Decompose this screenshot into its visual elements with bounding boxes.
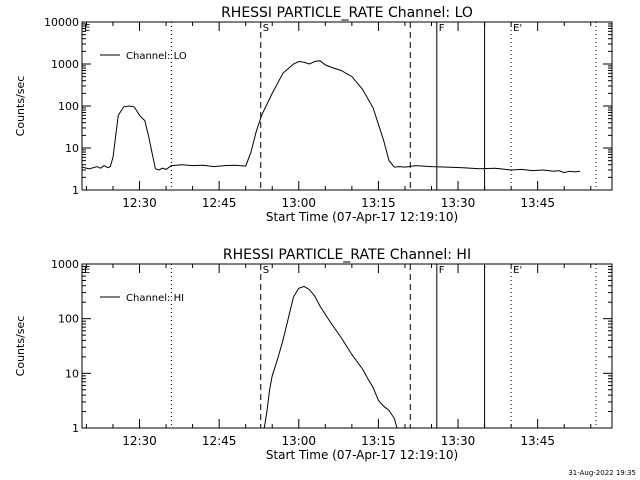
y-tick-label: 1000	[51, 258, 79, 271]
y-tick-label: 10000	[44, 16, 79, 29]
x-tick-label: 12:30	[122, 196, 157, 210]
marker-label: E	[84, 265, 90, 276]
x-axis-label: Start Time (07-Apr-17 12:19:10)	[266, 448, 458, 462]
x-tick-label: 13:15	[361, 196, 396, 210]
y-tick-label: 100	[58, 100, 79, 113]
y-tick-label: 1000	[51, 58, 79, 71]
y-axis-label: Counts/sec	[14, 76, 27, 137]
y-tick-label: 1	[72, 422, 79, 435]
x-tick-label: 13:30	[441, 434, 476, 448]
x-tick-label: 12:30	[122, 434, 157, 448]
legend-label: Channel: LO	[126, 51, 187, 62]
x-tick-label: 13:30	[441, 196, 476, 210]
chart-panel-2: RHESSI PARTICLE_RATE Channel: HI 1 10 100 10…	[14, 247, 613, 462]
footer-timestamp: 31-Aug-2022 19:35	[568, 469, 636, 477]
x-tick-label: 13:45	[520, 434, 555, 448]
x-tick-label: 13:15	[361, 434, 396, 448]
chart-panels: RHESSI PARTICLE_RATE Channel: LO 1 10 100 10…	[14, 5, 613, 462]
legend-label: Channel: HI	[126, 293, 184, 304]
y-tick-label: 10	[65, 367, 79, 380]
plot-frame	[81, 263, 613, 429]
x-axis-label: Start Time (07-Apr-17 12:19:10)	[266, 210, 458, 224]
marker-label: S	[263, 265, 269, 276]
marker-label: F	[439, 23, 445, 34]
marker-label: F	[439, 265, 445, 276]
x-tick-label: 12:45	[202, 434, 237, 448]
y-tick-label: 1	[72, 184, 79, 197]
chart-title: RHESSI PARTICLE_RATE Channel: HI	[223, 247, 471, 263]
x-tick-label: 13:00	[281, 196, 316, 210]
series-line	[82, 60, 581, 174]
x-tick-label: 13:45	[520, 196, 555, 210]
marker-label: E'	[513, 23, 522, 34]
x-tick-label: 13:00	[281, 434, 316, 448]
y-axis-label: Counts/sec	[14, 316, 27, 377]
y-tick-label: 100	[58, 313, 79, 326]
chart-panel-1: RHESSI PARTICLE_RATE Channel: LO 1 10 100 10…	[14, 5, 613, 224]
chart-title: RHESSI PARTICLE_RATE Channel: LO	[221, 5, 473, 21]
marker-label: S	[263, 23, 269, 34]
marker-label: E	[84, 23, 90, 34]
series-line	[263, 285, 398, 428]
marker-label: E'	[513, 265, 522, 276]
y-tick-label: 10	[65, 142, 79, 155]
x-tick-label: 12:45	[202, 196, 237, 210]
